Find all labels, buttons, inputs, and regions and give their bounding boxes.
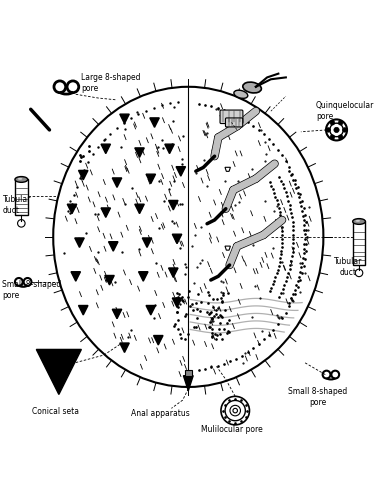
Circle shape — [334, 128, 339, 132]
Text: Conical seta: Conical seta — [32, 407, 79, 416]
Circle shape — [342, 128, 347, 132]
Ellipse shape — [18, 178, 22, 180]
Ellipse shape — [356, 220, 360, 222]
Polygon shape — [120, 343, 129, 352]
Bar — [353, 222, 365, 264]
Polygon shape — [172, 234, 182, 243]
Polygon shape — [112, 178, 122, 188]
Polygon shape — [154, 336, 163, 345]
Circle shape — [330, 120, 335, 125]
Polygon shape — [183, 376, 193, 390]
Polygon shape — [71, 272, 80, 281]
Polygon shape — [169, 200, 178, 210]
Polygon shape — [146, 174, 156, 184]
Text: Small 8-shaped
pore: Small 8-shaped pore — [2, 280, 61, 300]
Text: Tubular
duct: Tubular duct — [334, 257, 362, 276]
Polygon shape — [75, 238, 84, 248]
Polygon shape — [108, 242, 118, 251]
FancyBboxPatch shape — [226, 118, 243, 127]
Text: Mulilocular pore: Mulilocular pore — [200, 425, 262, 434]
Text: Tubular
duct: Tubular duct — [3, 196, 31, 214]
Polygon shape — [172, 298, 182, 308]
Polygon shape — [169, 268, 178, 278]
Polygon shape — [135, 204, 144, 214]
Bar — [185, 370, 192, 376]
Polygon shape — [146, 306, 156, 315]
Polygon shape — [225, 168, 230, 172]
Polygon shape — [67, 204, 77, 214]
Polygon shape — [120, 114, 129, 124]
Polygon shape — [165, 144, 174, 154]
Text: Large 8-shaped
pore: Large 8-shaped pore — [81, 74, 141, 92]
Text: Quinquelocular
pore: Quinquelocular pore — [316, 102, 374, 121]
Circle shape — [338, 135, 343, 140]
Polygon shape — [112, 309, 122, 318]
Text: Anal apparatus: Anal apparatus — [131, 408, 190, 418]
Polygon shape — [79, 306, 88, 315]
Circle shape — [330, 135, 335, 140]
Polygon shape — [150, 118, 159, 128]
Ellipse shape — [15, 176, 28, 182]
Circle shape — [326, 128, 330, 132]
Polygon shape — [79, 170, 88, 180]
Circle shape — [338, 120, 343, 125]
Ellipse shape — [243, 82, 261, 93]
Polygon shape — [142, 238, 152, 248]
Polygon shape — [36, 350, 81, 395]
Ellipse shape — [353, 218, 365, 224]
Polygon shape — [101, 208, 110, 218]
Ellipse shape — [234, 90, 248, 98]
Bar — [15, 180, 28, 215]
Polygon shape — [101, 144, 110, 154]
Polygon shape — [135, 148, 144, 158]
Text: Small 8-shaped
pore: Small 8-shaped pore — [288, 388, 348, 407]
Ellipse shape — [53, 87, 324, 387]
Polygon shape — [105, 276, 114, 285]
Polygon shape — [139, 272, 148, 281]
Polygon shape — [225, 246, 230, 250]
Polygon shape — [176, 166, 185, 176]
FancyBboxPatch shape — [220, 110, 243, 124]
